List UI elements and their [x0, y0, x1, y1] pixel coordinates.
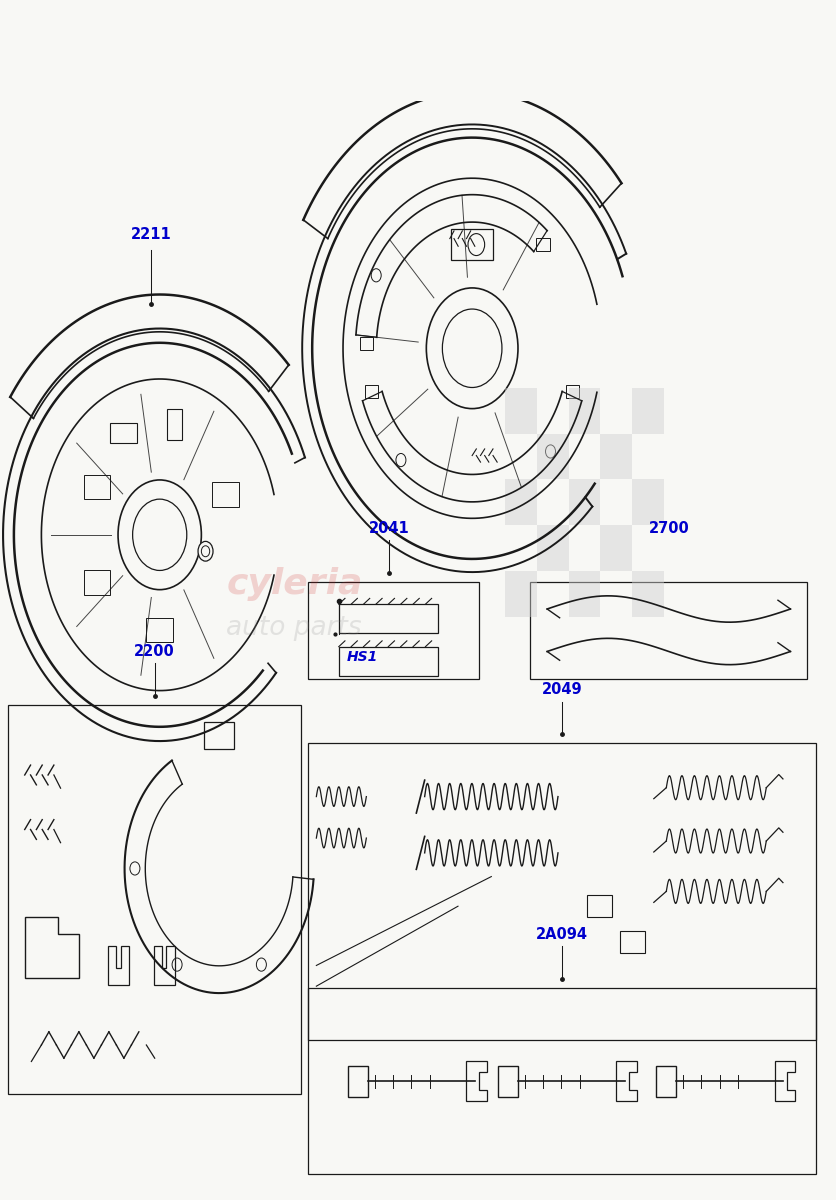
Text: 2049: 2049: [542, 682, 583, 697]
Bar: [587, 895, 612, 917]
Bar: [531, 582, 807, 678]
Bar: [632, 480, 664, 526]
Text: 2041: 2041: [369, 521, 409, 536]
Bar: [308, 582, 479, 678]
Bar: [538, 526, 568, 571]
Text: 2200: 2200: [135, 643, 175, 659]
Bar: [656, 1066, 676, 1097]
Bar: [568, 388, 600, 433]
Text: auto parts: auto parts: [227, 616, 362, 641]
Bar: [84, 570, 110, 594]
Bar: [146, 618, 173, 642]
Bar: [568, 480, 600, 526]
Bar: [110, 424, 137, 443]
Bar: [8, 704, 301, 1094]
Bar: [568, 571, 600, 617]
Bar: [600, 433, 632, 480]
Bar: [167, 409, 182, 440]
Circle shape: [198, 541, 213, 562]
Bar: [566, 385, 579, 398]
Bar: [212, 482, 239, 506]
Bar: [620, 931, 645, 953]
Bar: [451, 229, 493, 260]
Text: 2A094: 2A094: [536, 926, 589, 942]
Bar: [506, 571, 538, 617]
Bar: [498, 1066, 518, 1097]
Text: 2211: 2211: [131, 227, 171, 242]
Bar: [600, 526, 632, 571]
Bar: [339, 647, 438, 676]
Bar: [308, 988, 816, 1175]
Bar: [506, 388, 538, 433]
Bar: [506, 480, 538, 526]
Bar: [359, 337, 373, 350]
Bar: [348, 1066, 368, 1097]
Bar: [364, 385, 378, 398]
Bar: [632, 388, 664, 433]
Text: 2700: 2700: [649, 521, 689, 536]
Text: HS1: HS1: [347, 650, 379, 664]
Bar: [308, 743, 816, 1039]
Bar: [537, 238, 549, 251]
Bar: [204, 722, 234, 749]
Text: cyleria: cyleria: [227, 568, 363, 601]
Bar: [538, 433, 568, 480]
Bar: [632, 571, 664, 617]
Bar: [84, 475, 110, 499]
Bar: [339, 604, 438, 634]
